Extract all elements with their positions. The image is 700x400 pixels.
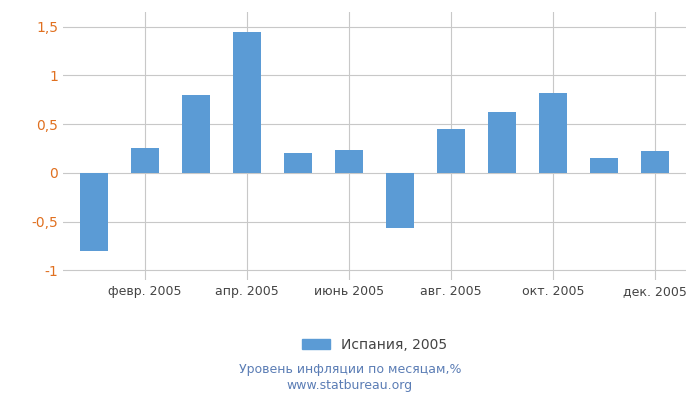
Bar — [80, 173, 108, 251]
Bar — [284, 153, 312, 173]
Bar — [233, 32, 261, 173]
Bar — [590, 158, 618, 173]
Bar — [182, 95, 210, 173]
Bar — [488, 112, 516, 173]
Bar — [335, 150, 363, 173]
Bar — [386, 173, 414, 228]
Bar — [539, 93, 567, 173]
Bar — [437, 129, 465, 173]
Legend: Испания, 2005: Испания, 2005 — [296, 332, 453, 358]
Bar — [131, 148, 159, 173]
Bar — [641, 151, 669, 173]
Text: Уровень инфляции по месяцам,%: Уровень инфляции по месяцам,% — [239, 364, 461, 376]
Text: www.statbureau.org: www.statbureau.org — [287, 380, 413, 392]
